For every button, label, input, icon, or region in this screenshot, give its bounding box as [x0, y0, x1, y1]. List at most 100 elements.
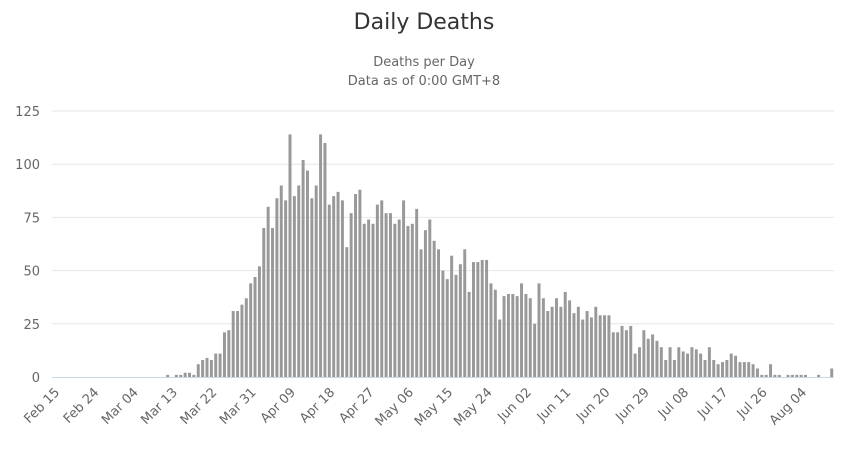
bar: [406, 225, 410, 377]
bar: [367, 219, 371, 377]
bar: [568, 300, 572, 377]
bar: [423, 230, 427, 377]
bar: [463, 249, 467, 377]
bar: [336, 191, 340, 377]
bar: [799, 374, 803, 377]
bar: [769, 364, 773, 377]
bar: [428, 219, 432, 377]
bar: [262, 228, 266, 377]
bar: [201, 359, 205, 377]
bar: [555, 298, 558, 377]
bar: [493, 289, 497, 377]
bar: [707, 347, 711, 377]
bar: [275, 198, 279, 377]
bar: [310, 198, 314, 377]
bar: [642, 330, 646, 377]
x-tick-label: Jun 20: [573, 385, 613, 425]
bar: [441, 270, 445, 377]
y-tick-label: 75: [23, 211, 40, 226]
bar: [830, 368, 834, 377]
x-tick-label: Jul 26: [734, 385, 771, 422]
bar: [742, 362, 746, 377]
bar: [188, 372, 191, 377]
bar: [432, 240, 436, 377]
bar: [585, 311, 589, 377]
bar: [716, 364, 720, 377]
bar: [755, 368, 759, 377]
bar: [611, 332, 615, 377]
bar: [244, 298, 248, 377]
x-tick-label: Jul 17: [694, 385, 731, 422]
bar: [388, 213, 392, 377]
bar: [651, 334, 655, 377]
x-tick-label: Mar 04: [99, 385, 142, 428]
bar: [445, 279, 449, 377]
bar: [790, 374, 794, 377]
y-tick-label: 0: [32, 371, 40, 386]
bar: [751, 364, 755, 377]
bar: [297, 185, 301, 377]
bar: [603, 315, 607, 377]
bar: [332, 196, 336, 377]
bar: [218, 353, 222, 377]
bar: [804, 374, 807, 377]
bar: [166, 374, 170, 377]
bar: [550, 306, 554, 377]
bar: [655, 340, 659, 377]
x-tick-label: May 06: [373, 385, 417, 429]
bar: [489, 283, 493, 377]
bar: [397, 219, 401, 377]
bar: [498, 319, 502, 377]
bar: [581, 319, 585, 377]
bar: [576, 306, 580, 377]
bar: [305, 170, 309, 377]
bar: [214, 353, 218, 377]
bar: [598, 315, 602, 377]
bar: [380, 200, 384, 377]
x-tick-label: Apr 27: [336, 385, 377, 426]
bar: [690, 347, 694, 377]
bar: [664, 359, 668, 377]
bar: [371, 223, 375, 377]
x-tick-label: Feb 15: [22, 385, 64, 427]
bar: [288, 134, 292, 377]
bar: [319, 134, 323, 377]
bar: [629, 325, 633, 377]
bar: [633, 353, 637, 377]
bar: [773, 374, 777, 377]
bar: [786, 374, 790, 377]
bar: [340, 200, 344, 377]
bar: [231, 311, 235, 377]
bar: [620, 325, 624, 377]
bar: [703, 359, 707, 377]
x-tick-label: Jun 02: [495, 385, 535, 425]
bar: [354, 193, 358, 377]
bar: [681, 351, 685, 377]
bar: [236, 311, 240, 377]
bar: [559, 306, 563, 377]
bar: [323, 142, 327, 377]
bar: [541, 298, 545, 377]
bar: [327, 204, 331, 377]
bar: [240, 304, 244, 377]
bar: [402, 200, 406, 377]
bar: [668, 347, 672, 377]
bar: [249, 283, 253, 377]
bar: [179, 374, 183, 377]
x-tick-label: Apr 09: [258, 385, 299, 426]
bar: [572, 313, 576, 377]
x-tick-label: Aug 04: [767, 385, 810, 428]
bar: [476, 262, 480, 377]
bar: [467, 291, 471, 377]
bar: [209, 359, 213, 377]
chart-subtitle: Deaths per Day: [373, 55, 475, 70]
bar: [659, 347, 663, 377]
x-tick-label: Jun 11: [534, 385, 574, 425]
bar: [725, 359, 729, 377]
x-tick-label: May 15: [412, 385, 456, 429]
bar: [192, 374, 196, 377]
bar: [502, 296, 506, 377]
bar: [301, 159, 305, 377]
bar: [222, 332, 226, 377]
x-tick-label: Mar 13: [138, 385, 181, 428]
